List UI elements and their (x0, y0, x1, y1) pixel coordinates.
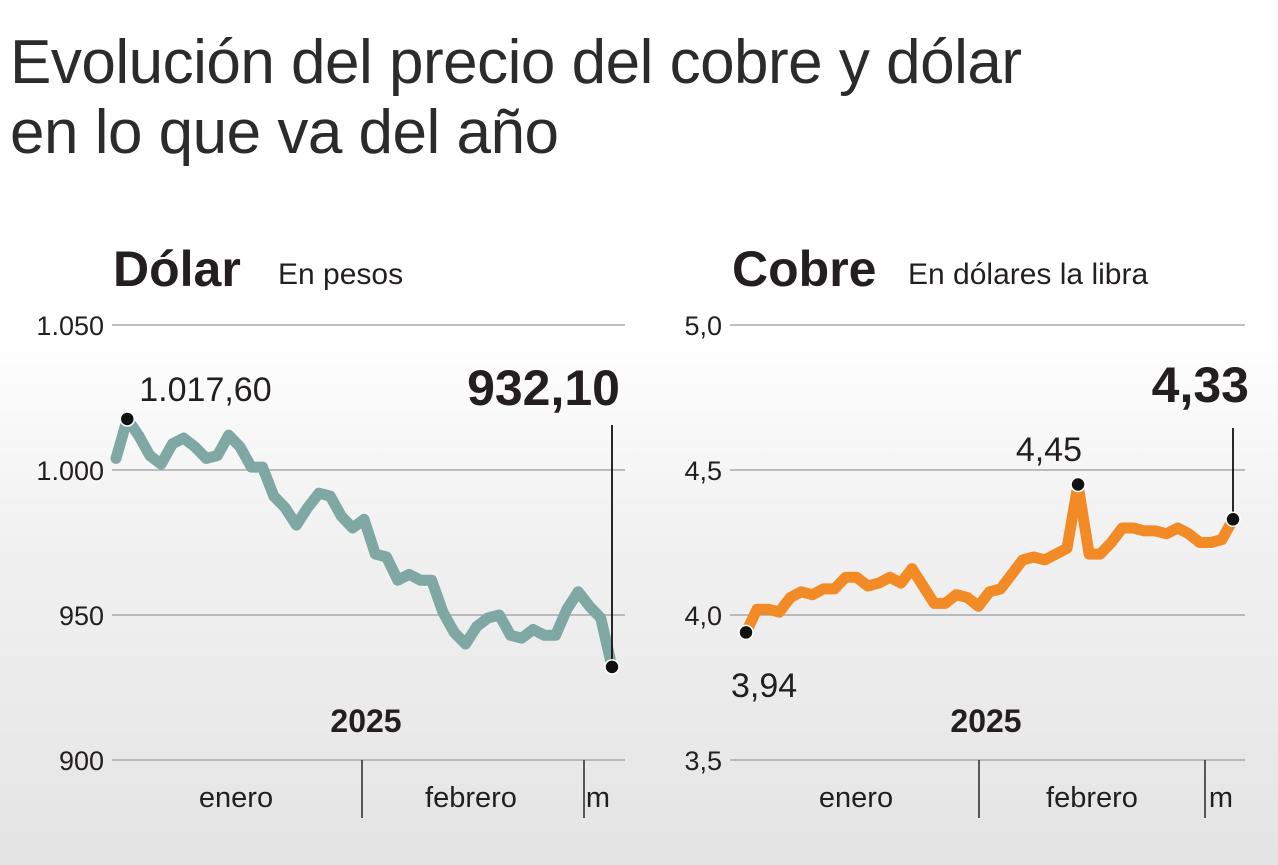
data-label: 4,33 (1152, 357, 1249, 413)
chart-cobre: Cobre En dólares la libra 3,5 4,0 4,5 5,0 ener… (684, 241, 1249, 818)
data-label: 1.017,60 (139, 371, 271, 409)
data-label: 932,10 (467, 360, 620, 416)
x-tick-label: enero (819, 782, 893, 814)
x-tick-label: enero (199, 782, 273, 814)
panel-title-dolar: Dólar (113, 241, 241, 297)
title-line-1: Evolución del precio del cobre y dólar (10, 28, 1022, 97)
panel-title-cobre: Cobre (732, 241, 876, 297)
y-tick-label: 900 (59, 746, 104, 776)
year-label: 2025 (330, 703, 401, 739)
data-label: 4,45 (1016, 431, 1082, 469)
y-tick-label: 950 (59, 601, 104, 631)
data-marker (1070, 476, 1086, 493)
series-line-cobre (740, 479, 1239, 638)
year-label: 2025 (950, 703, 1021, 739)
x-tick-label: febrero (425, 782, 517, 814)
data-label: 3,94 (731, 667, 797, 705)
y-tick-label: 4,0 (684, 601, 722, 631)
data-marker (738, 624, 754, 641)
title-line-2: en lo que va del año (10, 98, 559, 167)
y-tick-label: 3,5 (684, 746, 722, 776)
data-marker (1225, 511, 1241, 528)
chart-dolar: Dólar En pesos 900 950 1.000 1.050 enero febrer… (36, 241, 625, 818)
series-line-dolar (110, 413, 618, 673)
panel-subtitle-cobre: En dólares la libra (908, 258, 1148, 291)
x-tick-label: febrero (1046, 782, 1138, 814)
data-marker (604, 659, 620, 675)
y-tick-label: 1.000 (36, 456, 104, 486)
y-tick-label: 4,5 (684, 456, 722, 486)
chart-title: Evolución del precio del cobre y dólar e… (10, 28, 1270, 168)
y-tick-label: 5,0 (684, 311, 722, 341)
x-tick-label: m (586, 782, 610, 814)
x-tick-label: m (1209, 782, 1233, 814)
y-tick-label: 1.050 (36, 311, 104, 341)
data-marker (119, 411, 136, 427)
panel-subtitle-dolar: En pesos (278, 258, 403, 291)
